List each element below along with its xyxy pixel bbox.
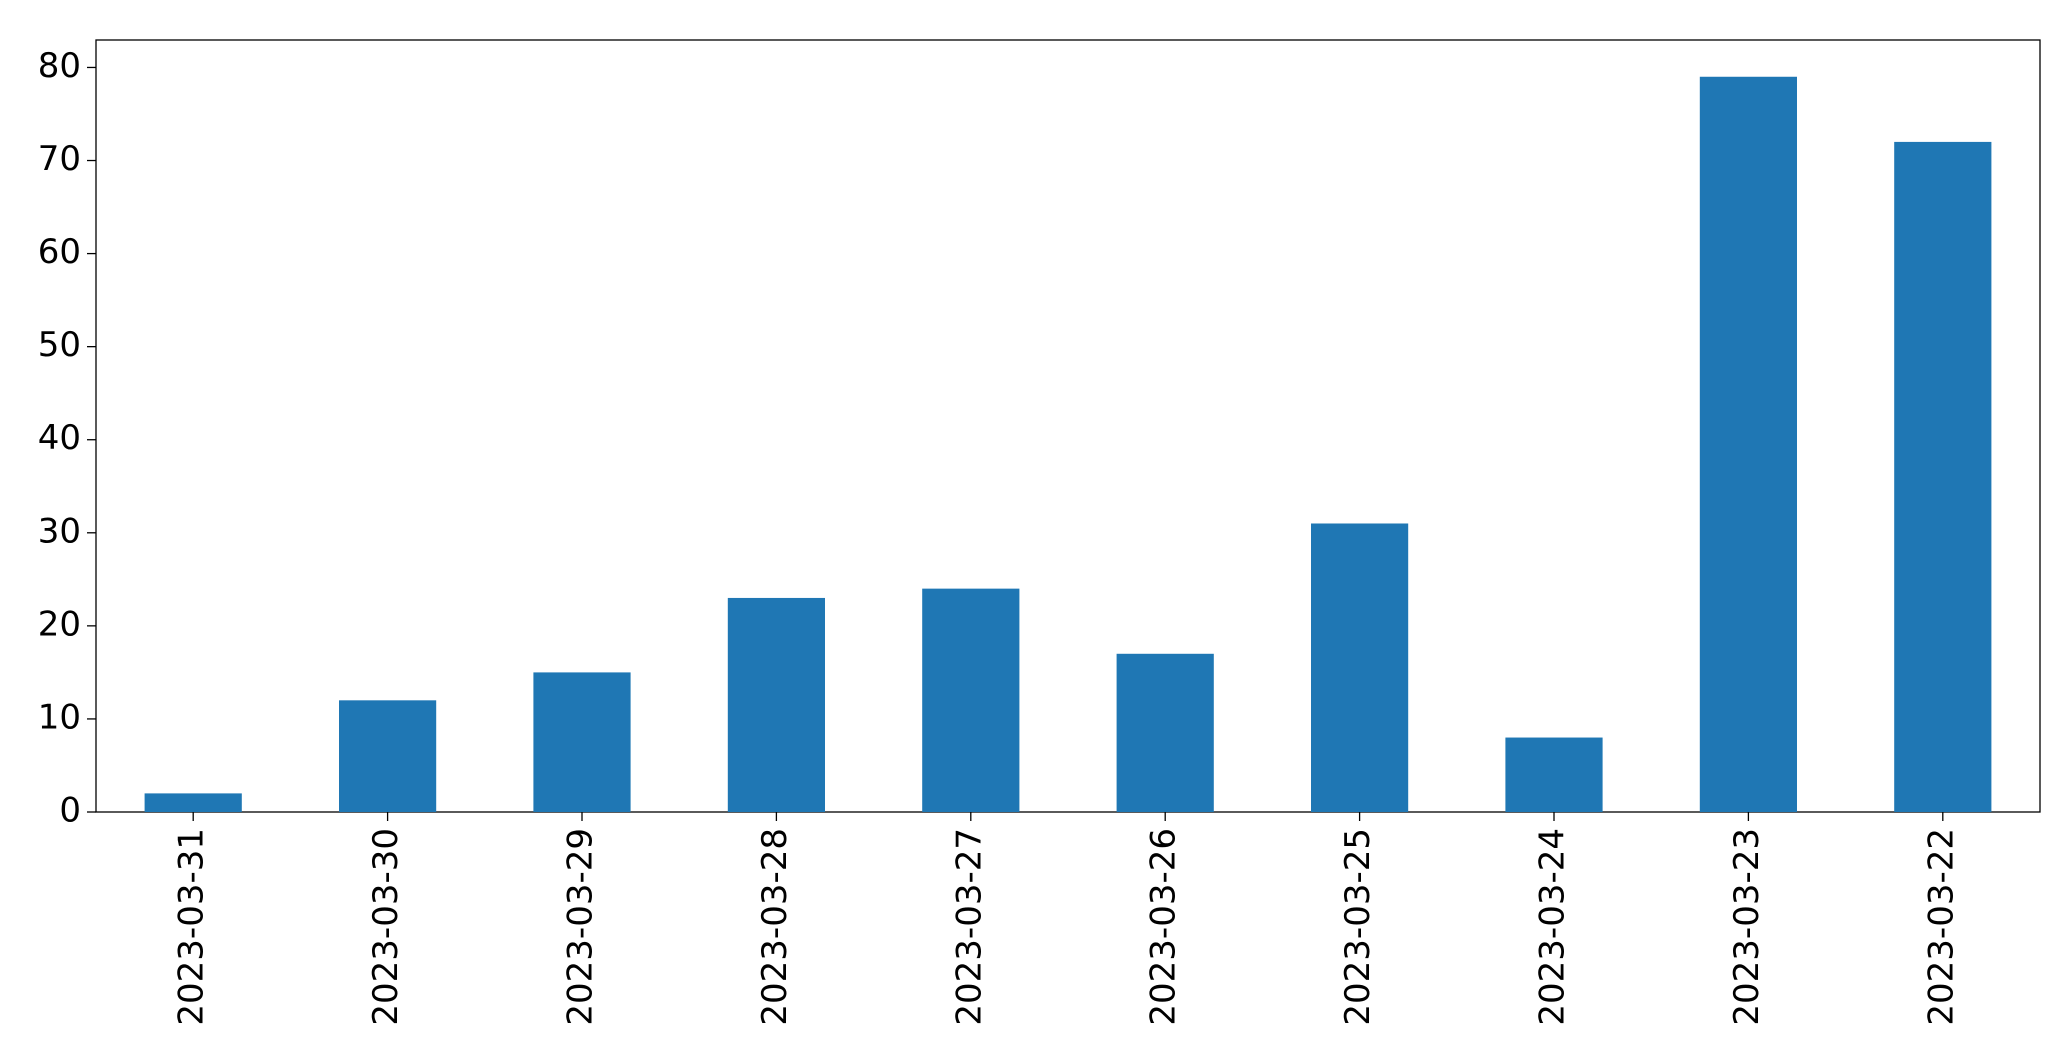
x-tick-label: 2023-03-30 bbox=[366, 828, 406, 1026]
bar bbox=[1311, 523, 1409, 812]
bar bbox=[727, 597, 825, 812]
bar bbox=[1699, 76, 1797, 812]
y-tick-label: 10 bbox=[38, 697, 81, 737]
bar bbox=[339, 700, 437, 812]
y-tick-label: 40 bbox=[38, 418, 81, 458]
bar bbox=[1116, 653, 1214, 812]
plot-frame bbox=[95, 39, 2041, 813]
bar bbox=[1505, 737, 1603, 812]
x-tick-label: 2023-03-27 bbox=[949, 828, 989, 1026]
x-tick-label: 2023-03-31 bbox=[172, 828, 212, 1026]
y-tick-label: 80 bbox=[38, 46, 81, 86]
x-tick-label: 2023-03-24 bbox=[1533, 828, 1573, 1026]
x-tick-label: 2023-03-23 bbox=[1727, 828, 1767, 1026]
x-tick-label: 2023-03-26 bbox=[1144, 828, 1184, 1026]
y-tick-label: 20 bbox=[38, 604, 81, 644]
bar bbox=[144, 793, 242, 812]
x-tick-label: 2023-03-25 bbox=[1338, 828, 1378, 1026]
bar bbox=[1894, 141, 1992, 813]
y-tick-label: 0 bbox=[59, 791, 81, 831]
y-tick-label: 60 bbox=[38, 232, 81, 272]
y-tick-label: 50 bbox=[38, 325, 81, 365]
y-tick-label: 70 bbox=[38, 139, 81, 179]
x-tick-label: 2023-03-28 bbox=[755, 828, 795, 1026]
x-tick-label: 2023-03-22 bbox=[1921, 828, 1961, 1026]
bar bbox=[533, 672, 631, 812]
bar bbox=[922, 588, 1020, 812]
x-tick-label: 2023-03-29 bbox=[561, 828, 601, 1026]
y-tick-label: 30 bbox=[38, 511, 81, 551]
